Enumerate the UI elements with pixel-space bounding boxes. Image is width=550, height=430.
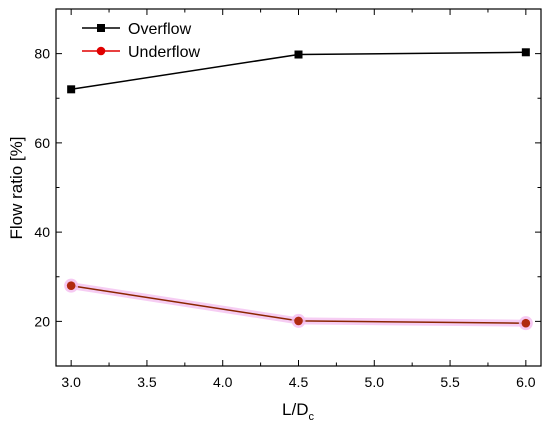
legend-underflow-label: Underflow: [128, 44, 200, 61]
underflow-point: [294, 316, 303, 326]
x-tick-label: 4.0: [213, 374, 233, 390]
x-tick-label: 6.0: [516, 374, 536, 390]
y-tick-label: 60: [34, 135, 50, 151]
x-tick-label: 5.0: [365, 374, 385, 390]
legend-underflow-marker: [96, 46, 106, 56]
plot-frame: [55, 8, 542, 367]
overflow-point: [294, 50, 303, 59]
y-tick-label: 80: [34, 46, 50, 62]
y-axis-title: Flow ratio [%]: [7, 137, 26, 240]
x-tick-label: 3.0: [61, 374, 81, 390]
y-tick-label: 40: [34, 224, 50, 240]
legend-overflow-label: Overflow: [128, 21, 192, 38]
x-tick-label: 5.5: [440, 374, 460, 390]
underflow-point: [66, 281, 76, 290]
x-axis-title: L/Dc: [282, 400, 314, 423]
overflow-point: [521, 48, 530, 57]
series-layer: [64, 48, 533, 331]
legend-overflow-marker: [97, 24, 105, 32]
overflow-point: [67, 85, 76, 94]
y-tick-label: 20: [34, 313, 50, 329]
underflow-point: [521, 318, 531, 328]
x-axis-title-subscript: c: [308, 411, 314, 423]
x-axis-ticks: 3.0 3.5 4.0 4.5 5.0 5.5 6.0: [61, 9, 536, 390]
legend: Overflow Underflow: [82, 21, 200, 61]
x-tick-label: 4.5: [289, 374, 309, 390]
x-tick-label: 3.5: [137, 374, 157, 390]
y-axis-ticks: 20 40 60 80: [34, 8, 541, 367]
x-axis-title-main: L/D: [282, 400, 308, 419]
